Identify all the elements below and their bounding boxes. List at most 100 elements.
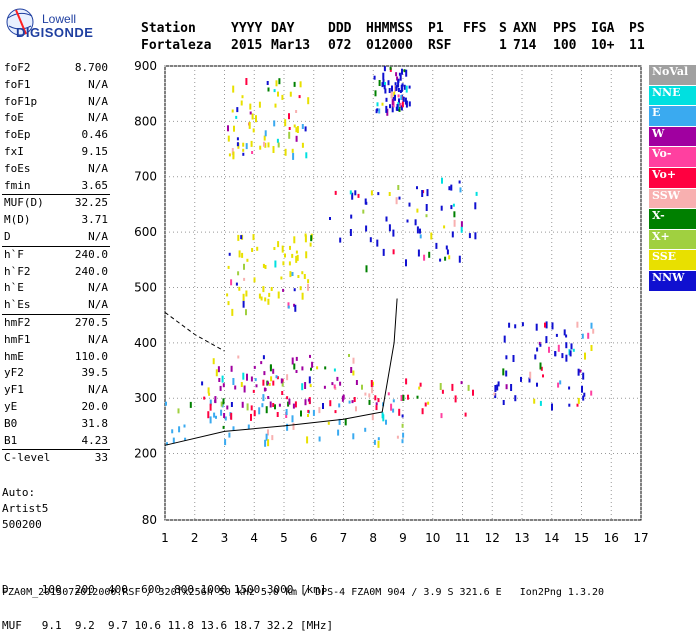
echo-dot <box>270 287 273 291</box>
echo-dot <box>357 193 360 198</box>
echo-dot <box>171 429 174 434</box>
echo-dot <box>329 217 331 220</box>
echo-dot <box>263 135 266 141</box>
echo-dot <box>267 142 270 148</box>
echo-dot <box>301 383 304 391</box>
echo-dot <box>401 423 404 428</box>
echo-dot <box>333 368 336 372</box>
echo-dot <box>402 394 405 401</box>
echo-dot <box>246 373 248 381</box>
echo-dot <box>397 80 400 88</box>
param-value: 8.700 <box>74 61 108 74</box>
legend-vo: Vo- <box>649 147 696 168</box>
echo-dot <box>275 375 278 379</box>
echo-dot <box>305 251 308 259</box>
x-tick-label: 12 <box>485 531 500 545</box>
param-name: foF1 <box>4 77 31 91</box>
echo-dot <box>365 265 368 273</box>
param-row: B0 31.8 <box>2 416 110 433</box>
echo-dot <box>292 152 295 160</box>
echo-dot <box>394 85 396 92</box>
echo-dot <box>223 413 226 418</box>
echo-dot <box>350 367 353 373</box>
echo-dot <box>301 271 304 275</box>
echo-dot <box>577 397 580 404</box>
param-row: h`E N/A <box>2 280 110 297</box>
echo-dot <box>418 386 421 390</box>
echo-dot <box>281 381 284 387</box>
param-value: N/A <box>88 94 108 108</box>
header-value-10: 11 <box>629 38 645 53</box>
echo-dot <box>439 383 442 390</box>
digisonde-logo: Lowell DIGISONDE <box>4 4 96 44</box>
echo-dot <box>310 235 313 242</box>
echo-dot <box>362 209 365 214</box>
echo-dot <box>273 89 276 93</box>
echo-dot <box>348 400 351 404</box>
param-name: hmE <box>4 349 24 363</box>
echo-dot <box>351 192 354 200</box>
echo-dot <box>416 208 419 213</box>
echo-dot <box>292 403 295 409</box>
y-tick-label: 500 <box>134 280 157 294</box>
echo-dot <box>282 261 285 266</box>
echo-dot <box>450 184 453 191</box>
header-label-5: P1 <box>428 21 444 36</box>
echo-dot <box>241 252 244 258</box>
echo-dot <box>274 404 276 410</box>
header-label-0: Station <box>141 21 196 36</box>
echo-dot <box>454 395 457 403</box>
echo-dot <box>299 81 302 88</box>
echo-dot <box>253 277 256 283</box>
param-name: hmF1 <box>4 332 31 346</box>
parameter-panel: foF2 8.700 foF1 N/A foF1p N/A foE N/A foEp 0.46 fx… <box>2 60 110 467</box>
echo-dot <box>373 75 376 80</box>
echo-dot <box>582 372 585 380</box>
echo-dot <box>365 225 368 232</box>
echo-dot <box>576 321 579 328</box>
param-row: B1 4.23 <box>2 433 110 450</box>
echo-dot <box>291 415 294 423</box>
echo-dot <box>384 88 387 94</box>
echo-dot <box>390 93 393 99</box>
polarization-legend: NoVal NNE E W Vo- Vo+ SSW X- X+ SSE NNW <box>649 65 696 292</box>
echo-dot <box>265 433 268 441</box>
echo-dot <box>166 442 168 446</box>
echo-dot <box>237 355 240 359</box>
echo-dot <box>308 376 311 384</box>
echo-dot <box>272 368 275 374</box>
x-tick-label: 14 <box>544 531 559 545</box>
echo-dot <box>289 91 292 97</box>
echo-dot <box>401 414 404 418</box>
echo-dot <box>542 374 544 378</box>
echo-dot <box>277 241 280 248</box>
auto-version: 500200 <box>2 518 42 531</box>
param-name: h`Es <box>4 298 31 312</box>
y-tick-label: 80 <box>142 513 157 527</box>
x-tick-label: 6 <box>310 531 318 545</box>
echo-dot <box>453 211 456 218</box>
echo-dot <box>226 293 229 297</box>
echo-dot <box>572 348 575 352</box>
file-info-footer: FZA0M_2015072012000.RSF / 320fx256h 50 k… <box>2 587 605 598</box>
echo-dot <box>395 85 398 91</box>
echo-dot <box>563 329 566 336</box>
echo-dot <box>417 249 420 257</box>
echo-dot <box>452 203 455 207</box>
param-value: 3.71 <box>81 213 109 227</box>
echo-dot <box>235 115 238 119</box>
header-label-9: PPS <box>553 21 577 36</box>
echo-dot <box>514 395 517 402</box>
echo-dot <box>303 274 306 279</box>
legend-x: X+ <box>649 229 696 251</box>
header-label-3: DDD <box>328 21 352 36</box>
echo-dot <box>396 76 399 81</box>
param-name: foF1p <box>4 94 38 108</box>
echo-dot <box>329 400 332 407</box>
param-name: foEs <box>4 161 31 175</box>
echo-dot <box>582 395 585 401</box>
echo-dot <box>288 261 291 266</box>
param-row: foF1p N/A <box>2 94 110 111</box>
echo-dot <box>388 192 391 196</box>
echo-dot <box>389 104 391 109</box>
